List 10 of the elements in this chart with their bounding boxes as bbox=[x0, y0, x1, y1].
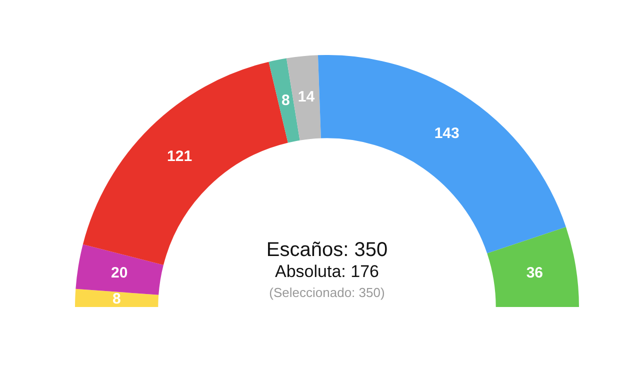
data-label: 8 bbox=[112, 290, 121, 308]
text: (Seleccionado: 350) bbox=[268, 284, 386, 302]
data-label: 143 bbox=[434, 125, 460, 142]
text: Escaños: 350 bbox=[265, 239, 389, 261]
data-label: 8 bbox=[282, 92, 290, 109]
data-label: 36 bbox=[526, 264, 544, 282]
data-label: 121 bbox=[167, 148, 192, 166]
data-label: 20 bbox=[110, 264, 128, 282]
text: Absoluta: 176 bbox=[274, 261, 380, 282]
data-label: 14 bbox=[298, 88, 316, 106]
